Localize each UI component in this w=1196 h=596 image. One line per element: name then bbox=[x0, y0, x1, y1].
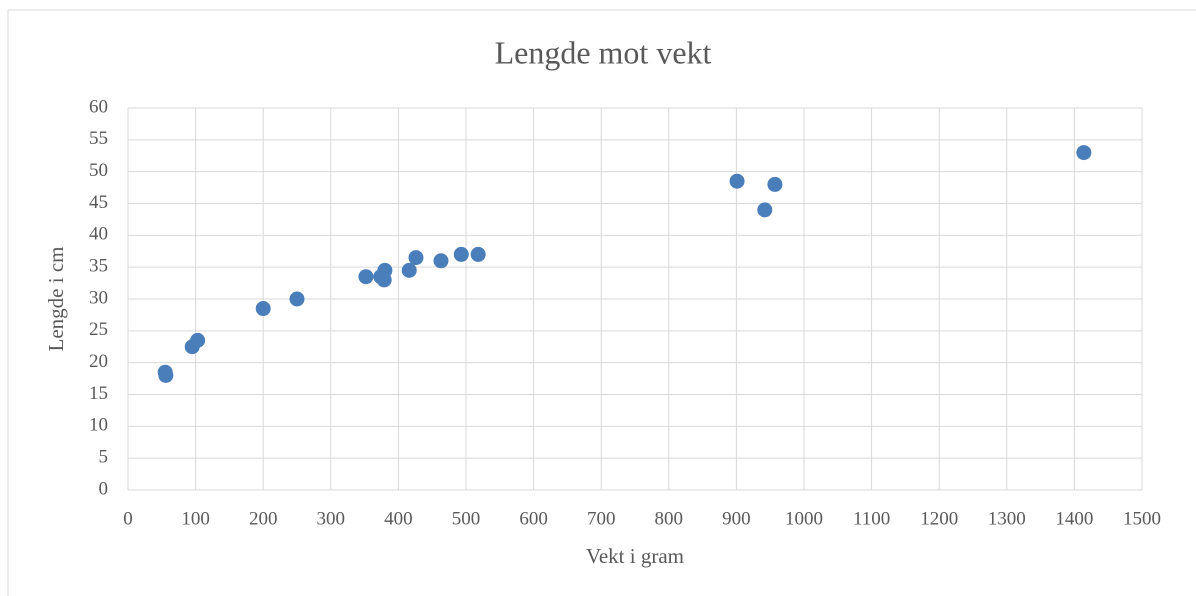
y-tick-label: 35 bbox=[89, 256, 108, 277]
x-tick-label: 100 bbox=[181, 508, 210, 529]
chart-border bbox=[7, 9, 1196, 596]
x-tick-label: 700 bbox=[587, 508, 616, 529]
y-tick-label: 60 bbox=[89, 96, 108, 117]
point bbox=[377, 262, 393, 278]
point bbox=[470, 246, 486, 262]
x-tick-label: 1000 bbox=[785, 508, 823, 529]
x-axis-label: Vekt i gram bbox=[586, 544, 684, 568]
point bbox=[255, 301, 271, 317]
y-tick-label: 55 bbox=[89, 128, 108, 149]
x-tick-label: 200 bbox=[249, 508, 278, 529]
point bbox=[190, 332, 206, 348]
point bbox=[401, 262, 417, 278]
point bbox=[433, 253, 449, 269]
y-tick-label: 30 bbox=[89, 287, 108, 308]
x-tick-label: 500 bbox=[452, 508, 481, 529]
x-tick-label: 300 bbox=[317, 508, 346, 529]
y-tick-label: 15 bbox=[89, 383, 108, 404]
y-tick-label: 40 bbox=[89, 224, 108, 245]
x-tick-label: 1200 bbox=[920, 508, 958, 529]
x-tick-label: 1100 bbox=[853, 508, 890, 529]
point bbox=[358, 269, 374, 285]
chart-title: Lengde mot vekt bbox=[495, 34, 712, 70]
point bbox=[729, 173, 745, 189]
x-tick-label: 1500 bbox=[1123, 508, 1161, 529]
point bbox=[757, 202, 773, 218]
y-tick-label: 20 bbox=[89, 351, 108, 372]
y-axis-label: Lengde i cm bbox=[44, 247, 68, 352]
point bbox=[767, 176, 783, 192]
y-tick-label: 10 bbox=[89, 415, 108, 436]
y-tick-label: 5 bbox=[99, 447, 109, 468]
x-tick-label: 400 bbox=[384, 508, 413, 529]
x-tick-label: 1300 bbox=[988, 508, 1026, 529]
x-tick-label: 600 bbox=[519, 508, 548, 529]
x-tick-label: 1400 bbox=[1055, 508, 1093, 529]
y-tick-label: 45 bbox=[89, 192, 108, 213]
point bbox=[158, 367, 174, 383]
x-tick-label: 800 bbox=[655, 508, 684, 529]
y-tick-label: 0 bbox=[99, 478, 109, 499]
point bbox=[408, 250, 424, 266]
point bbox=[453, 246, 469, 262]
x-tick-label: 0 bbox=[123, 508, 133, 529]
point bbox=[289, 291, 305, 307]
point bbox=[1076, 145, 1092, 161]
x-tick-label: 900 bbox=[722, 508, 751, 529]
y-tick-label: 25 bbox=[89, 319, 108, 340]
y-tick-label: 50 bbox=[89, 160, 108, 181]
